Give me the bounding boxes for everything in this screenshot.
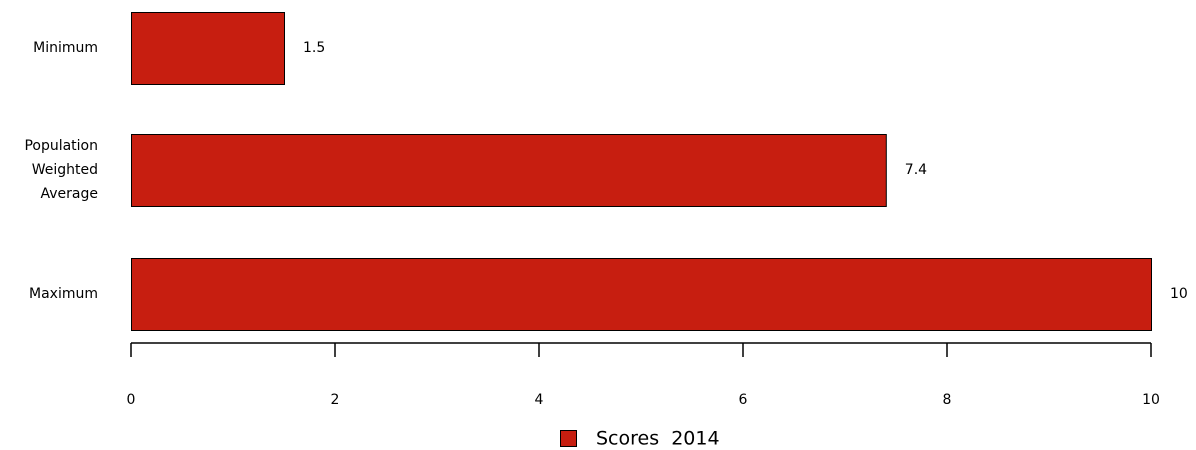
category-label-line: Minimum — [33, 40, 98, 56]
x-tick-label: 10 — [1142, 392, 1160, 408]
bar-minimum — [131, 12, 285, 85]
category-label-line: Weighted — [32, 162, 98, 178]
x-tick-label: 2 — [331, 392, 340, 408]
x-tick-label: 0 — [127, 392, 136, 408]
bar-maximum — [131, 258, 1152, 331]
data-label: 10 — [1170, 286, 1188, 302]
bar-population-weighted-average — [131, 134, 887, 207]
category-label: Minimum — [33, 40, 98, 56]
x-tick-label: 8 — [943, 392, 952, 408]
x-tick-label: 6 — [739, 392, 748, 408]
category-label: Maximum — [29, 286, 98, 302]
data-label: 1.5 — [303, 40, 325, 56]
legend-label: Scores 2014 — [596, 428, 720, 450]
category-label-line: Maximum — [29, 286, 98, 302]
x-tick-label: 4 — [535, 392, 544, 408]
category-label-line: Average — [41, 186, 99, 202]
category-label: Population Weighted Average — [24, 138, 98, 202]
data-label: 7.4 — [905, 162, 927, 178]
category-label-line: Population — [24, 138, 98, 154]
legend-swatch — [560, 430, 577, 447]
